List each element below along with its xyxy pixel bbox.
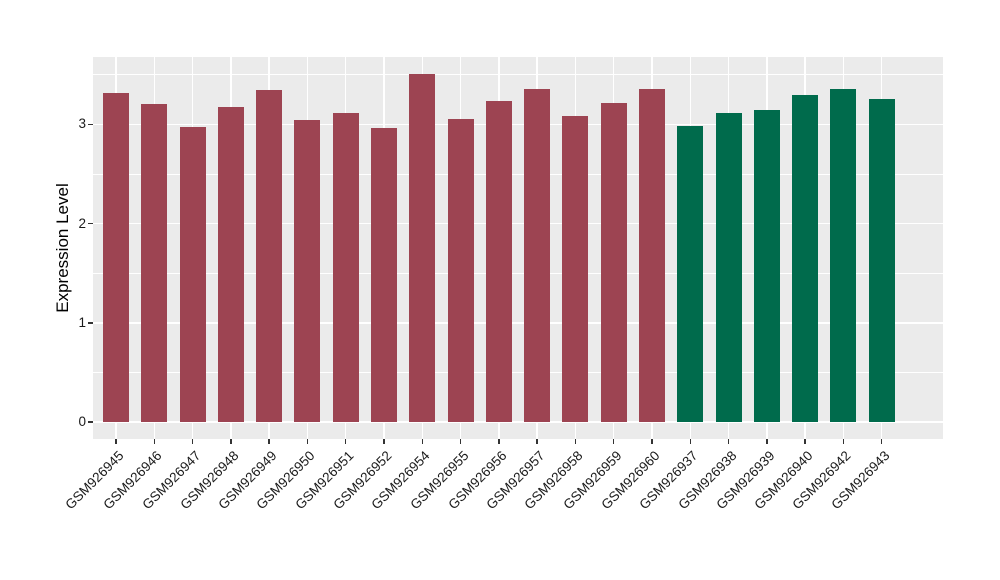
y-tick-mark [88, 222, 93, 225]
x-tick-mark [191, 439, 194, 444]
x-tick-mark [612, 439, 615, 444]
y-tick-label: 1 [78, 314, 86, 330]
x-tick-mark [880, 439, 883, 444]
x-tick-mark [689, 439, 692, 444]
y-tick-mark [88, 322, 93, 324]
bar-GSM926954 [409, 73, 436, 423]
y-axis-title: Expression Level [53, 183, 72, 313]
major-gridline [93, 322, 943, 324]
bar-GSM926952 [370, 128, 397, 423]
bar-GSM926943 [868, 98, 895, 423]
minor-gridline [93, 74, 943, 76]
x-tick-mark [766, 439, 768, 444]
bar-GSM926956 [485, 100, 512, 423]
x-tick-mark [727, 439, 730, 444]
y-tick-label: 3 [78, 116, 86, 132]
bar-GSM926958 [562, 115, 589, 423]
x-tick-mark [383, 439, 385, 444]
major-gridline [93, 123, 943, 126]
y-tick-mark [88, 123, 93, 126]
bar-GSM926947 [179, 127, 206, 423]
x-tick-mark [459, 439, 462, 444]
x-tick-mark [344, 439, 347, 444]
minor-gridline [93, 372, 943, 373]
x-tick-mark [268, 439, 270, 444]
x-tick-mark [115, 439, 117, 444]
minor-gridline [93, 272, 943, 274]
bar-GSM926940 [792, 94, 819, 423]
y-tick-label: 2 [78, 215, 86, 231]
y-tick-mark [88, 421, 93, 423]
x-tick-mark [536, 439, 538, 444]
x-tick-mark [804, 439, 806, 444]
bar-GSM926939 [753, 109, 780, 423]
bar-GSM926942 [830, 88, 857, 423]
major-gridline [93, 421, 943, 423]
x-tick-mark [153, 439, 155, 444]
bar-GSM926949 [256, 89, 283, 423]
bar-GSM926937 [677, 126, 704, 423]
x-tick-mark [498, 439, 500, 444]
x-tick-mark [651, 439, 653, 444]
bar-GSM926951 [332, 112, 359, 423]
minor-gridline [93, 173, 943, 175]
bar-GSM926948 [217, 106, 244, 423]
bar-GSM926960 [638, 88, 666, 423]
bar-GSM926946 [141, 103, 168, 423]
x-tick-mark [574, 439, 577, 444]
plot-panel [93, 57, 943, 439]
bar-GSM926945 [102, 92, 129, 423]
bar-GSM926938 [715, 112, 742, 423]
bar-GSM926957 [524, 88, 551, 423]
bar-GSM926959 [600, 102, 627, 423]
bar-GSM926955 [447, 118, 474, 423]
x-tick-mark [421, 439, 424, 444]
x-tick-mark [306, 439, 309, 444]
y-tick-label: 0 [78, 414, 86, 430]
x-tick-mark [230, 439, 232, 444]
bar-GSM926950 [294, 119, 321, 423]
x-tick-mark [842, 439, 845, 444]
major-gridline [93, 222, 943, 225]
